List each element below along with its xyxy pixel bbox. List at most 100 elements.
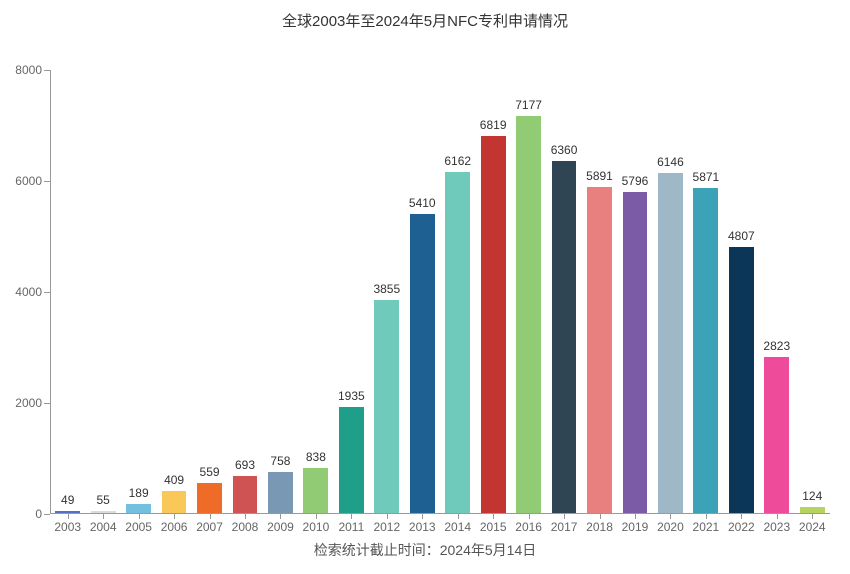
x-tick-mark <box>493 514 494 519</box>
x-tick-mark <box>139 514 140 519</box>
bar-value-label: 5871 <box>693 170 720 184</box>
bar-slot: 5796 <box>617 70 652 514</box>
x-tick-mark <box>245 514 246 519</box>
bar: 4807 <box>729 247 754 514</box>
bar-value-label: 1935 <box>338 389 365 403</box>
bar-value-label: 6162 <box>444 154 471 168</box>
bar: 1935 <box>339 407 364 514</box>
y-tick-label: 6000 <box>15 174 42 188</box>
x-tick-label: 2003 <box>50 520 85 534</box>
x-tick-label: 2012 <box>369 520 404 534</box>
bar-slot: 2823 <box>759 70 794 514</box>
bar-slot: 1935 <box>334 70 369 514</box>
x-tick-label: 2007 <box>192 520 227 534</box>
x-tick-mark <box>741 514 742 519</box>
bar-value-label: 559 <box>200 465 220 479</box>
chart-title: 全球2003年至2024年5月NFC专利申请情况 <box>0 10 850 31</box>
bar-slot: 6819 <box>475 70 510 514</box>
x-tick-label: 2022 <box>724 520 759 534</box>
bar-slot: 758 <box>263 70 298 514</box>
bar-slot: 6146 <box>653 70 688 514</box>
x-tick-label: 2016 <box>511 520 546 534</box>
x-tick-label: 2013 <box>405 520 440 534</box>
bar: 6162 <box>445 172 470 514</box>
bar-slot: 4807 <box>724 70 759 514</box>
bar-slot: 6162 <box>440 70 475 514</box>
x-tick-mark <box>387 514 388 519</box>
bar-value-label: 5891 <box>586 169 613 183</box>
x-tick-label: 2004 <box>85 520 120 534</box>
bar-value-label: 758 <box>270 454 290 468</box>
bar: 6360 <box>552 161 577 514</box>
bar-slot: 5891 <box>582 70 617 514</box>
x-tick-mark <box>670 514 671 519</box>
y-tick-mark <box>44 514 50 515</box>
bar-slot: 189 <box>121 70 156 514</box>
x-tick-mark <box>529 514 530 519</box>
bar-value-label: 7177 <box>515 98 542 112</box>
x-tick-label: 2008 <box>227 520 262 534</box>
bar-value-label: 5796 <box>622 174 649 188</box>
x-tick-mark <box>458 514 459 519</box>
x-tick-label: 2006 <box>156 520 191 534</box>
bar-value-label: 4807 <box>728 229 755 243</box>
bar-slot: 5871 <box>688 70 723 514</box>
bar: 3855 <box>374 300 399 514</box>
bars-group: 49 55189 409 559 693 758 838 1935 3855 5410 6162 68… <box>50 70 830 514</box>
x-tick-mark <box>280 514 281 519</box>
bar: 5871 <box>693 188 718 514</box>
bar-value-label: 5410 <box>409 196 436 210</box>
bar: 7177 <box>516 116 541 514</box>
bar-slot: 49 <box>50 70 85 514</box>
bar-value-label: 693 <box>235 458 255 472</box>
bar-slot: 559 <box>192 70 227 514</box>
x-tick-label: 2023 <box>759 520 794 534</box>
bar: 559 <box>197 483 222 514</box>
y-axis: 02000400060008000 <box>0 70 50 514</box>
x-tick-label: 2018 <box>582 520 617 534</box>
y-tick-label: 8000 <box>15 63 42 77</box>
bar-value-label: 6819 <box>480 118 507 132</box>
x-tick-mark <box>777 514 778 519</box>
x-tick-mark <box>706 514 707 519</box>
x-tick-mark <box>635 514 636 519</box>
x-tick-label: 2021 <box>688 520 723 534</box>
plot-area: 49 55189 409 559 693 758 838 1935 3855 5410 6162 68… <box>50 70 830 514</box>
bar-value-label: 2823 <box>763 339 790 353</box>
bar: 693 <box>233 476 258 514</box>
bar-slot: 3855 <box>369 70 404 514</box>
x-tick-mark <box>351 514 352 519</box>
x-tick-label: 2010 <box>298 520 333 534</box>
bar: 409 <box>162 491 187 514</box>
bar-value-label: 838 <box>306 450 326 464</box>
x-tick-label: 2017 <box>546 520 581 534</box>
bar-value-label: 49 <box>61 493 74 507</box>
bar-slot: 124 <box>795 70 830 514</box>
bar: 838 <box>303 468 328 515</box>
x-tick-mark <box>422 514 423 519</box>
x-tick-label: 2019 <box>617 520 652 534</box>
bar-value-label: 6360 <box>551 143 578 157</box>
chart-container: 全球2003年至2024年5月NFC专利申请情况 020004000600080… <box>0 0 850 574</box>
bar-slot: 55 <box>85 70 120 514</box>
bar-value-label: 124 <box>802 489 822 503</box>
x-tick-label: 2024 <box>795 520 830 534</box>
x-tick-mark <box>600 514 601 519</box>
x-tick-mark <box>68 514 69 519</box>
bar: 6146 <box>658 173 683 514</box>
x-tick-label: 2015 <box>475 520 510 534</box>
x-tick-label: 2005 <box>121 520 156 534</box>
bar: 2823 <box>764 357 789 514</box>
x-tick-mark <box>564 514 565 519</box>
x-tick-mark <box>103 514 104 519</box>
bar-value-label: 409 <box>164 473 184 487</box>
bar: 6819 <box>481 136 506 514</box>
bar: 5796 <box>623 192 648 514</box>
y-tick-label: 4000 <box>15 285 42 299</box>
x-tick-label: 2011 <box>334 520 369 534</box>
bar-slot: 838 <box>298 70 333 514</box>
bar: 5891 <box>587 187 612 514</box>
bar: 758 <box>268 472 293 514</box>
bar-slot: 6360 <box>546 70 581 514</box>
x-tick-mark <box>210 514 211 519</box>
